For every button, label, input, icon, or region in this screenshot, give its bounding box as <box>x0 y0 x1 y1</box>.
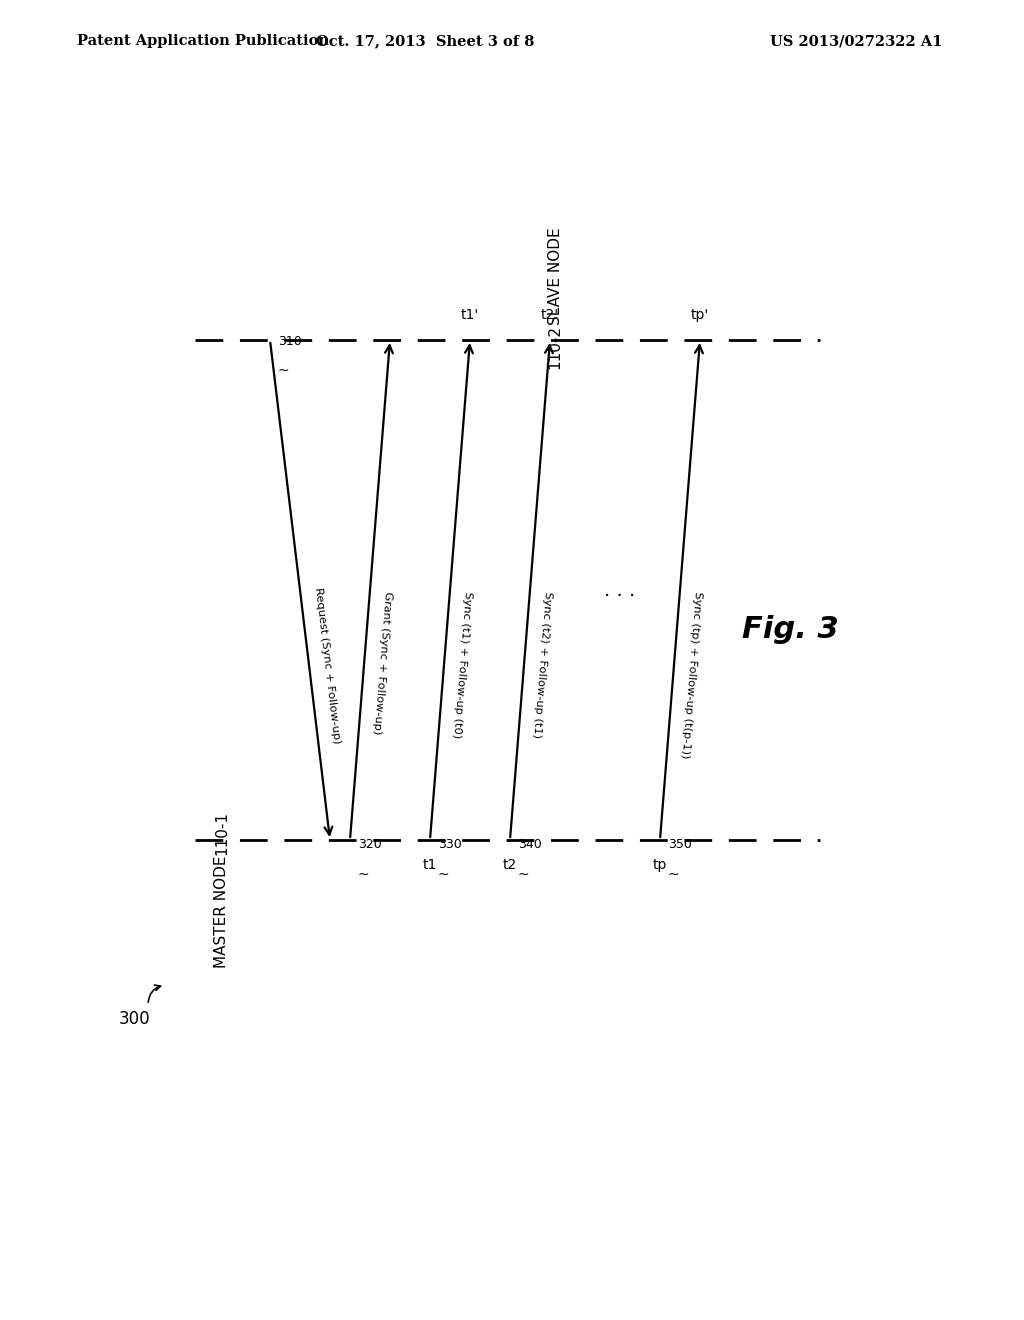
Text: SLAVE NODE: SLAVE NODE <box>548 227 562 325</box>
Text: t2': t2' <box>541 308 559 322</box>
Text: ~: ~ <box>518 867 529 882</box>
Text: t2: t2 <box>503 858 517 873</box>
Text: Sync (tp) + Follow-up (t(p-1)): Sync (tp) + Follow-up (t(p-1)) <box>680 591 702 759</box>
Text: 340: 340 <box>518 838 542 851</box>
Text: MASTER NODE: MASTER NODE <box>214 855 229 968</box>
Text: 330: 330 <box>438 838 462 851</box>
Text: 110-1: 110-1 <box>214 810 229 855</box>
Text: t1': t1' <box>461 308 479 322</box>
Text: . . .: . . . <box>604 581 636 599</box>
Text: Sync (t1) + Follow-up (t0): Sync (t1) + Follow-up (t0) <box>452 591 473 738</box>
Text: Patent Application Publication: Patent Application Publication <box>77 34 329 49</box>
Text: Request (Sync + Follow-up): Request (Sync + Follow-up) <box>313 587 342 744</box>
Text: tp: tp <box>653 858 668 873</box>
Text: Oct. 17, 2013  Sheet 3 of 8: Oct. 17, 2013 Sheet 3 of 8 <box>315 34 535 49</box>
Text: ~: ~ <box>358 867 370 882</box>
Text: Sync (t2) + Follow-up (t1): Sync (t2) + Follow-up (t1) <box>531 591 553 738</box>
Text: 310: 310 <box>278 335 302 348</box>
Text: Grant (Sync + Follow-up): Grant (Sync + Follow-up) <box>372 591 393 735</box>
Text: ~: ~ <box>668 867 680 882</box>
Text: Fig. 3: Fig. 3 <box>741 615 839 644</box>
Text: ~: ~ <box>438 867 450 882</box>
Text: 320: 320 <box>358 838 382 851</box>
Text: US 2013/0272322 A1: US 2013/0272322 A1 <box>770 34 942 49</box>
Text: 350: 350 <box>668 838 692 851</box>
Text: t1: t1 <box>423 858 437 873</box>
Text: 300: 300 <box>119 1010 151 1028</box>
Text: ~: ~ <box>278 364 290 378</box>
Text: 110-2: 110-2 <box>548 325 562 370</box>
Text: tp': tp' <box>691 308 710 322</box>
